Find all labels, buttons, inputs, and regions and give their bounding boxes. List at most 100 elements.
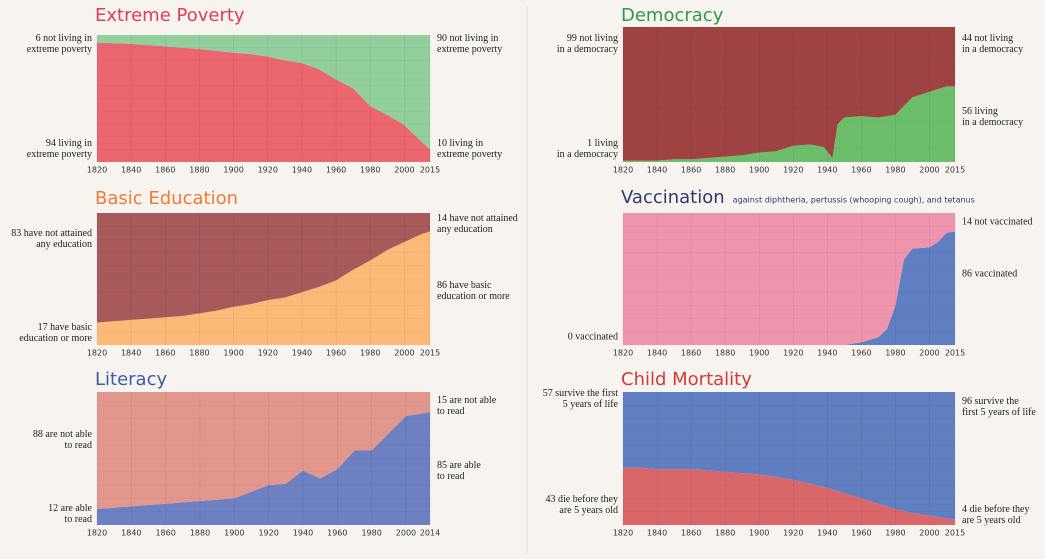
- x-tick-label: 1920: [783, 349, 803, 358]
- annotation: 88 are not able to read: [32, 429, 92, 451]
- x-tick-label: 1820: [613, 529, 633, 538]
- x-tick-label: 1820: [87, 166, 107, 175]
- chart-subtitle: against diphtheria, pertussis (whooping …: [733, 196, 975, 205]
- x-tick-label: 2000: [396, 529, 416, 538]
- x-tick-label: 1900: [223, 349, 243, 358]
- annotation: 10 living in extreme poverty: [437, 138, 503, 160]
- x-tick-label: 1980: [885, 166, 905, 175]
- annotation: 99 not living in a democracy: [556, 33, 618, 55]
- x-tick-label: 1920: [783, 166, 803, 175]
- x-tick-label: 1840: [647, 349, 667, 358]
- annotation: 43 die before they are 5 years old: [545, 494, 618, 516]
- annotation: 94 living in extreme poverty: [26, 138, 92, 160]
- x-tick-label: 1960: [851, 166, 871, 175]
- chart-title: Democracy: [621, 5, 724, 26]
- x-tick-label: 1820: [613, 349, 633, 358]
- x-tick-label: 1940: [292, 166, 312, 175]
- annotation: 14 have not attained any education: [437, 213, 518, 235]
- area: [97, 392, 430, 510]
- area: [623, 467, 955, 525]
- annotation: 6 not living in extreme poverty: [26, 33, 92, 55]
- area: [623, 213, 955, 345]
- x-tick-label: 1940: [817, 529, 837, 538]
- x-tick-label: 1880: [715, 529, 735, 538]
- x-tick-label: 1960: [326, 166, 346, 175]
- x-tick-label: 1840: [121, 529, 141, 538]
- x-tick-label: 1960: [851, 349, 871, 358]
- chart-title: Child Mortality: [621, 369, 752, 390]
- chart-title: Extreme Poverty: [95, 5, 245, 26]
- x-tick-label: 1920: [783, 529, 803, 538]
- area: [97, 35, 430, 150]
- x-tick-label: 1840: [121, 349, 141, 358]
- x-tick-label: 1840: [121, 166, 141, 175]
- x-tick-label: 2015: [420, 349, 440, 358]
- x-tick-label: 1900: [749, 349, 769, 358]
- annotation: 17 have basic education or more: [19, 322, 92, 344]
- annotation: 86 have basic education or more: [437, 280, 510, 302]
- annotation: 44 not living in a democracy: [962, 33, 1024, 55]
- x-tick-label: 1900: [749, 166, 769, 175]
- x-tick-label: 2000: [919, 529, 939, 538]
- x-tick-label: 1960: [851, 529, 871, 538]
- x-tick-label: 1820: [87, 529, 107, 538]
- x-tick-label: 2015: [420, 166, 440, 175]
- x-tick-label: 1920: [258, 529, 278, 538]
- x-tick-label: 1860: [155, 166, 175, 175]
- x-tick-label: 1920: [258, 349, 278, 358]
- x-tick-label: 1980: [361, 529, 381, 538]
- x-tick-label: 1860: [681, 166, 701, 175]
- x-tick-label: 2000: [919, 166, 939, 175]
- x-tick-label: 2000: [919, 349, 939, 358]
- annotation: 15 are not able to read: [437, 395, 497, 417]
- chart-title: Basic Education: [95, 188, 238, 209]
- x-tick-label: 1980: [360, 166, 380, 175]
- x-tick-label: 1820: [87, 349, 107, 358]
- x-tick-label: 1960: [326, 349, 346, 358]
- x-tick-label: 1880: [715, 349, 735, 358]
- area: [623, 392, 955, 520]
- annotation: 0 vaccinated: [567, 331, 618, 343]
- x-tick-label: 1940: [817, 349, 837, 358]
- area: [623, 231, 955, 345]
- x-tick-label: 1860: [681, 349, 701, 358]
- x-tick-label: 2014: [420, 529, 440, 538]
- area: [97, 213, 430, 323]
- annotation: 4 die before they are 5 years old: [962, 504, 1030, 526]
- annotation: 12 are able to read: [48, 503, 92, 525]
- x-tick-label: 1880: [189, 166, 209, 175]
- area: [623, 27, 955, 161]
- x-tick-label: 1880: [190, 529, 210, 538]
- x-tick-label: 1940: [292, 349, 312, 358]
- x-tick-label: 1980: [885, 349, 905, 358]
- x-tick-label: 1880: [189, 349, 209, 358]
- annotation: 86 vaccinated: [962, 268, 1018, 280]
- x-tick-label: 1960: [327, 529, 347, 538]
- chart-title: Vaccination: [621, 187, 725, 208]
- x-tick-label: 1940: [817, 166, 837, 175]
- annotation: 90 not living in extreme poverty: [437, 33, 503, 55]
- x-tick-label: 1940: [293, 529, 313, 538]
- x-tick-label: 1860: [681, 529, 701, 538]
- x-tick-label: 1860: [155, 529, 175, 538]
- x-tick-label: 1980: [885, 529, 905, 538]
- x-tick-label: 2000: [394, 349, 414, 358]
- x-tick-label: 2000: [394, 166, 414, 175]
- area: [97, 42, 430, 163]
- x-tick-label: 1900: [223, 166, 243, 175]
- x-tick-label: 2015: [945, 349, 965, 358]
- annotation: 85 are able to read: [437, 460, 481, 482]
- area: [97, 411, 430, 525]
- annotation: 56 living in a democracy: [962, 106, 1024, 128]
- annotation: 14 not vaccinated: [962, 216, 1033, 228]
- annotation: 96 survive the first 5 years of life: [962, 396, 1036, 418]
- x-tick-label: 1920: [258, 166, 278, 175]
- x-tick-label: 1840: [647, 529, 667, 538]
- annotation: 1 living in a democracy: [556, 138, 618, 160]
- x-tick-label: 1880: [715, 166, 735, 175]
- area: [623, 86, 955, 162]
- x-tick-label: 1900: [749, 529, 769, 538]
- annotation: 83 have not attained any education: [11, 228, 92, 250]
